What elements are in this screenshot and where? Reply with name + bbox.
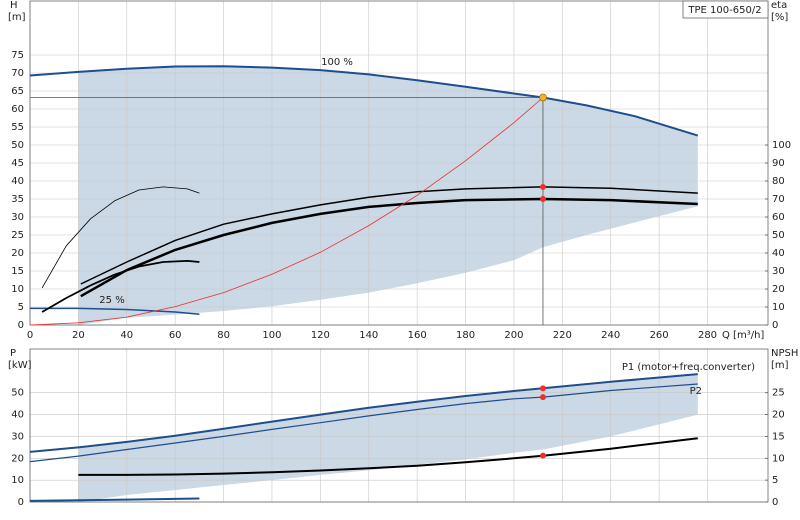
operating-point [539, 385, 546, 392]
x-tick-label: 260 [650, 330, 669, 341]
y2-tick-label: 90 [772, 158, 785, 169]
series-line [29, 97, 544, 326]
curve-label: 25 % [99, 295, 124, 306]
plot-frame [29, 0, 769, 326]
operating-range [78, 374, 698, 502]
y2-tick-label: 10 [772, 302, 785, 313]
x-axis-label: Q [m³/h] [722, 330, 764, 341]
series-line [30, 307, 200, 315]
y2-axis-unit: [%] [771, 12, 788, 23]
y2-tick-label: 0 [772, 497, 778, 508]
y2-tick-label: 5 [772, 475, 778, 486]
operating-point [539, 394, 546, 401]
curve-label: P2 [690, 386, 702, 397]
x-tick-label: 80 [217, 330, 230, 341]
y2-tick-label: 40 [772, 248, 785, 259]
y-tick-label: 40 [11, 410, 24, 421]
chart-title: TPE 100-650/2 [687, 5, 761, 16]
operating-point [539, 196, 546, 202]
y2-tick-label: 100 [772, 140, 791, 151]
y-tick-label: 10 [11, 475, 24, 486]
y-tick-label: 20 [11, 248, 24, 259]
operating-point [539, 452, 546, 459]
y2-tick-label: 30 [772, 266, 785, 277]
title-box [682, 0, 769, 19]
y-axis-unit: [kW] [8, 360, 32, 371]
y-tick-label: 55 [11, 122, 24, 133]
y-tick-label: 65 [11, 86, 24, 97]
y-tick-label: 10 [11, 284, 24, 295]
y-tick-label: 30 [11, 212, 24, 223]
plot-frame [29, 348, 769, 503]
x-tick-label: 0 [27, 330, 33, 341]
y-tick-label: 15 [11, 266, 24, 277]
x-tick-label: 160 [408, 330, 427, 341]
x-tick-label: 20 [72, 330, 85, 341]
series-line [80, 186, 698, 285]
operating-point [539, 183, 546, 190]
x-tick-label: 40 [120, 330, 133, 341]
y-tick-label: 50 [11, 388, 24, 399]
y-tick-label: 0 [18, 320, 24, 331]
y2-axis-unit: [m] [771, 360, 789, 371]
y-tick-label: 40 [11, 176, 24, 187]
y-axis-label: P [10, 348, 16, 359]
y-tick-label: 20 [11, 453, 24, 464]
x-tick-label: 60 [169, 330, 182, 341]
series-line [41, 260, 200, 313]
y-tick-label: 75 [11, 50, 24, 61]
y2-tick-label: 10 [772, 453, 785, 464]
y2-tick-label: 80 [772, 176, 785, 187]
y-tick-label: 60 [11, 104, 24, 115]
series-line [29, 373, 698, 453]
y-tick-label: 5 [18, 302, 24, 313]
y-tick-label: 35 [11, 194, 24, 205]
y2-tick-label: 0 [772, 320, 778, 331]
x-tick-label: 240 [601, 330, 620, 341]
y-axis-unit: [m] [8, 12, 26, 23]
series-line [80, 197, 698, 298]
series-line [29, 497, 200, 502]
series-line [41, 186, 200, 289]
curve-label: P1 (motor+freq.converter) [622, 362, 755, 373]
y2-tick-label: 50 [772, 230, 785, 241]
x-tick-label: 180 [456, 330, 475, 341]
x-tick-label: 100 [262, 330, 281, 341]
y2-tick-label: 60 [772, 212, 785, 223]
y-tick-label: 0 [18, 497, 24, 508]
x-tick-label: 140 [359, 330, 378, 341]
y-tick-label: 45 [11, 158, 24, 169]
y-tick-label: 50 [11, 140, 24, 151]
y-tick-label: 30 [11, 431, 24, 442]
y-axis-label: H [10, 0, 18, 11]
x-tick-label: 200 [504, 330, 523, 341]
curve-label: 100 % [321, 57, 353, 68]
series-line [29, 383, 698, 463]
y-tick-label: 25 [11, 230, 24, 241]
y2-axis-label: NPSH [771, 348, 798, 359]
y2-tick-label: 20 [772, 284, 785, 295]
x-tick-label: 280 [698, 330, 717, 341]
x-tick-label: 120 [311, 330, 330, 341]
y-tick-label: 70 [11, 68, 24, 79]
x-tick-label: 220 [553, 330, 572, 341]
series-line [29, 65, 699, 137]
y2-tick-label: 25 [772, 388, 785, 399]
y2-tick-label: 70 [772, 194, 785, 205]
y2-tick-label: 20 [772, 410, 785, 421]
duty-point [539, 93, 547, 102]
y2-tick-label: 15 [772, 431, 785, 442]
y2-axis-label: eta [771, 0, 787, 11]
